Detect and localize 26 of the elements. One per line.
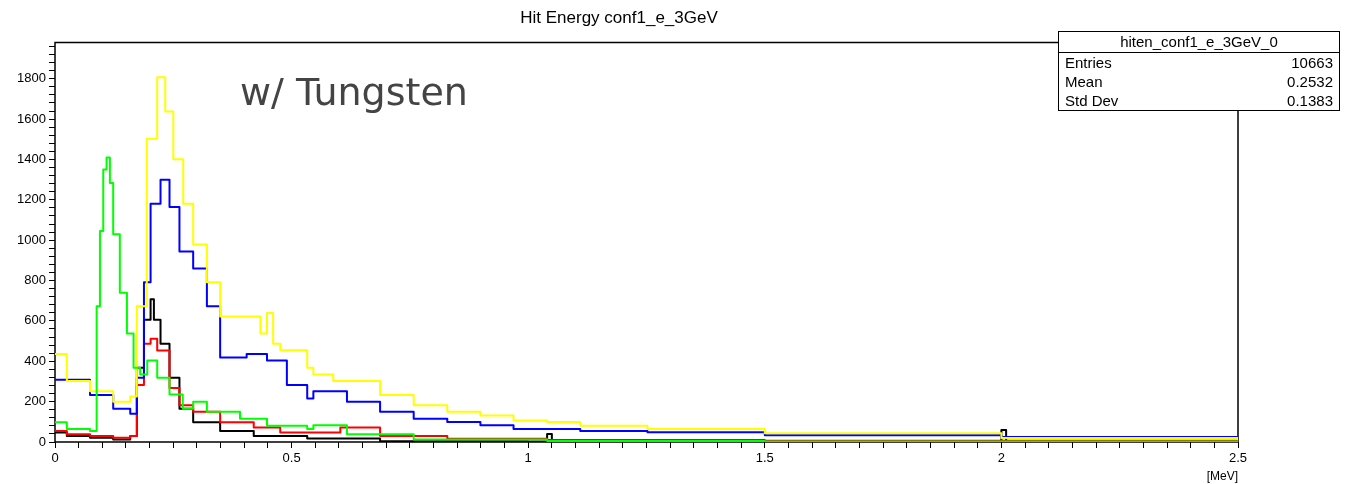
x-tick-label: 2.5 <box>1228 450 1248 466</box>
text: 10663 <box>1291 53 1333 72</box>
y-tick-label: 200 <box>24 393 46 409</box>
y-tick-label: 600 <box>24 312 46 328</box>
x-tick-label: 1 <box>524 450 532 466</box>
y-tick-label: 1200 <box>17 191 46 207</box>
y-tick-label: 1400 <box>17 151 46 167</box>
y-tick-label: 1600 <box>17 110 46 126</box>
x-axis-title: [MeV] <box>1206 469 1238 484</box>
annotation: Mean <box>1065 72 1103 91</box>
annotation: w/ Tungsten <box>240 70 468 114</box>
y-tick-label: 1800 <box>17 70 46 86</box>
x-tick-label: 1.5 <box>755 450 774 466</box>
text: 0.1383 <box>1287 91 1333 110</box>
y-tick-label: 0 <box>38 433 46 449</box>
annotation: hiten_conf1_e_3GeV_0 <box>1059 32 1339 53</box>
annotation: Std Dev <box>1065 91 1119 110</box>
y-tick-label: 1000 <box>17 231 46 247</box>
y-tick-label: 800 <box>24 272 46 288</box>
text: 0.2532 <box>1287 72 1333 91</box>
x-tick-label: 0.5 <box>282 450 301 466</box>
y-tick-label: 400 <box>24 352 46 368</box>
chart-title: Hit Energy conf1_e_3GeV <box>520 7 719 27</box>
x-tick-label: 0 <box>51 450 59 466</box>
x-tick-label: 2 <box>997 450 1006 466</box>
annotation: Entries <box>1065 53 1112 72</box>
